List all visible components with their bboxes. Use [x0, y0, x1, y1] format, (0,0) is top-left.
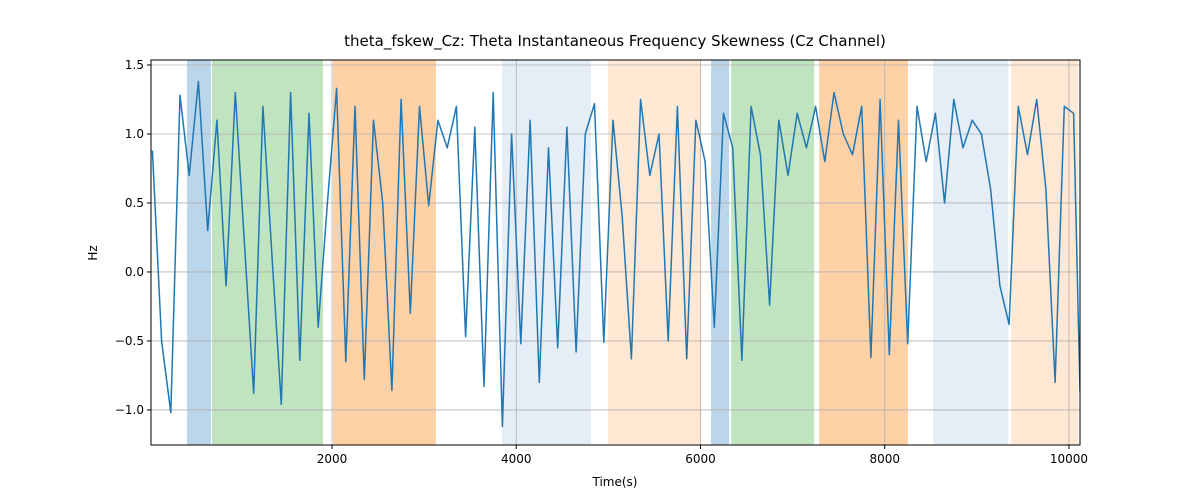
x-axis-label: Time(s) [592, 475, 638, 489]
x-tick-label: 2000 [317, 452, 348, 466]
y-tick-label: −0.5 [115, 334, 144, 348]
y-axis-label: Hz [86, 245, 100, 260]
y-tick-label: 0.5 [125, 196, 144, 210]
y-tick-label: −1.0 [115, 403, 144, 417]
x-tick-label: 6000 [685, 452, 716, 466]
shaded-region [187, 60, 211, 445]
x-tick-label: 10000 [1050, 452, 1088, 466]
shaded-region [1011, 60, 1079, 445]
shaded-region [711, 60, 730, 445]
x-tick-label: 4000 [501, 452, 532, 466]
shaded-region [502, 60, 592, 445]
x-tick-label: 8000 [869, 452, 900, 466]
y-tick-label: 0.0 [125, 265, 144, 279]
shaded-region [211, 60, 323, 445]
chart-title: theta_fskew_Cz: Theta Instantaneous Freq… [344, 32, 886, 51]
y-tick-label: 1.0 [125, 127, 144, 141]
data-line [151, 80, 1080, 428]
shaded-region [608, 60, 702, 445]
y-tick-label: 1.5 [125, 58, 144, 72]
plot-frame [150, 59, 1081, 446]
shaded-region [819, 60, 909, 445]
